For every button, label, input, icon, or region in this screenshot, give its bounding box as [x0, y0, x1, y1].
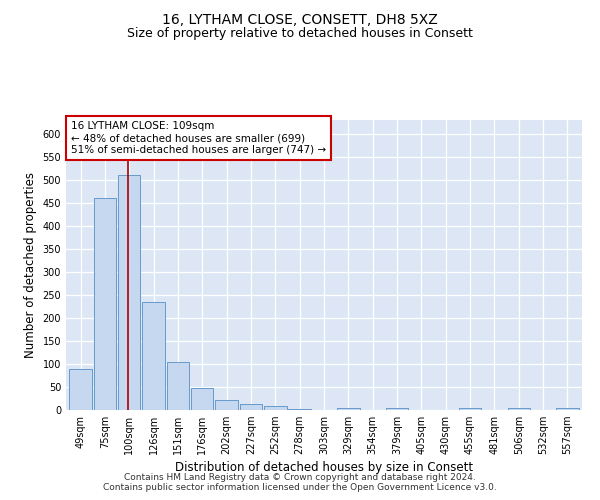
- Bar: [94, 198, 116, 410]
- Bar: [142, 302, 165, 410]
- Bar: [191, 388, 214, 410]
- Text: Size of property relative to detached houses in Consett: Size of property relative to detached ho…: [127, 28, 473, 40]
- Bar: [337, 408, 359, 410]
- Bar: [215, 400, 238, 410]
- X-axis label: Distribution of detached houses by size in Consett: Distribution of detached houses by size …: [175, 462, 473, 474]
- Bar: [289, 408, 311, 410]
- Y-axis label: Number of detached properties: Number of detached properties: [24, 172, 37, 358]
- Bar: [167, 362, 189, 410]
- Bar: [508, 408, 530, 410]
- Bar: [70, 368, 92, 410]
- Bar: [264, 406, 287, 410]
- Text: 16 LYTHAM CLOSE: 109sqm
← 48% of detached houses are smaller (699)
51% of semi-d: 16 LYTHAM CLOSE: 109sqm ← 48% of detache…: [71, 122, 326, 154]
- Bar: [556, 408, 578, 410]
- Bar: [118, 175, 140, 410]
- Text: 16, LYTHAM CLOSE, CONSETT, DH8 5XZ: 16, LYTHAM CLOSE, CONSETT, DH8 5XZ: [162, 12, 438, 26]
- Bar: [459, 408, 481, 410]
- Text: Contains HM Land Registry data © Crown copyright and database right 2024.
Contai: Contains HM Land Registry data © Crown c…: [103, 473, 497, 492]
- Bar: [386, 408, 408, 410]
- Bar: [240, 404, 262, 410]
